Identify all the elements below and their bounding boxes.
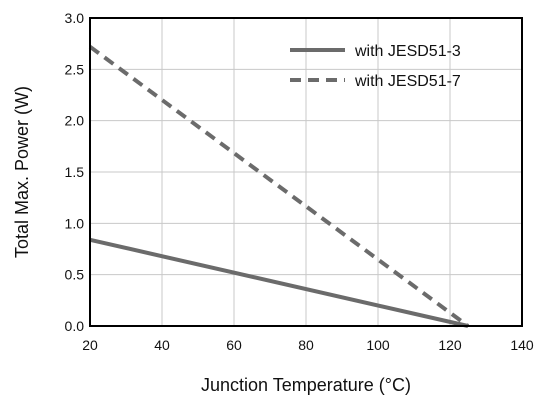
x-tick-label: 140	[510, 337, 534, 353]
x-tick-label: 60	[226, 337, 242, 353]
x-tick-label: 100	[366, 337, 390, 353]
series-layer	[88, 45, 470, 328]
y-tick-label: 0.5	[65, 267, 85, 283]
x-tick-label: 120	[438, 337, 462, 353]
y-tick-label: 3.0	[65, 10, 85, 26]
y-tick-label: 2.5	[65, 61, 85, 77]
legend: with JESD51-3 with JESD51-7	[290, 43, 461, 90]
x-tick-label: 40	[154, 337, 170, 353]
y-tick-label: 1.0	[65, 215, 85, 231]
y-axis-title: Total Max. Power (W)	[12, 86, 32, 258]
series-line-2	[88, 45, 470, 328]
grid	[90, 18, 522, 326]
x-axis-title: Junction Temperature (°C)	[201, 375, 411, 395]
legend-label-1: with JESD51-3	[354, 43, 461, 60]
y-tick-label: 0.0	[65, 318, 85, 334]
x-tick-label: 20	[82, 337, 98, 353]
x-tick-label: 80	[298, 337, 314, 353]
plot-frame	[89, 17, 523, 327]
tick-labels: 20 40 60 80 100 120 140 0.0 0.5 1.0 1.5 2.0 2.5 3.0	[65, 10, 534, 353]
y-tick-label: 1.5	[65, 164, 85, 180]
y-tick-label: 2.0	[65, 113, 85, 129]
legend-label-2: with JESD51-7	[354, 73, 461, 90]
series-line-1	[89, 237, 469, 328]
